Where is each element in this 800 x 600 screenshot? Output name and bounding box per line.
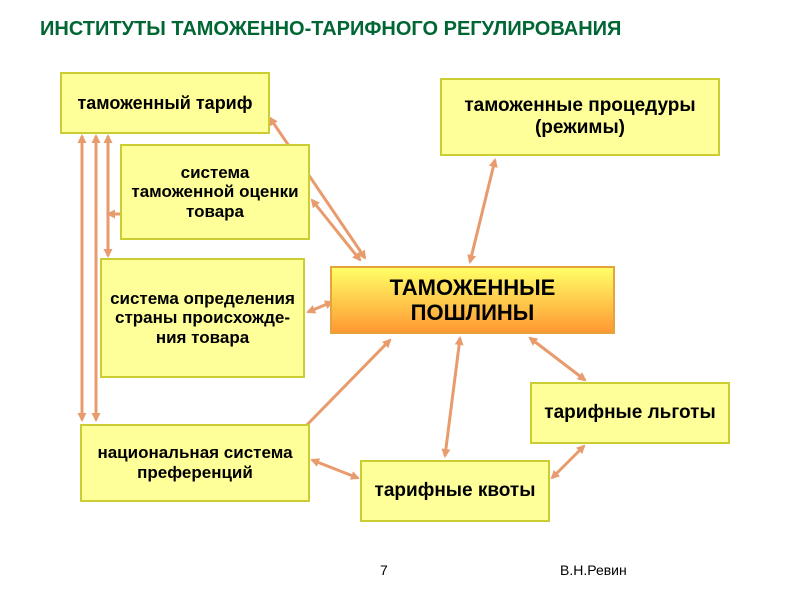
node-procedures: таможенные процедуры (режимы): [440, 78, 720, 156]
node-label: тарифные квоты: [375, 480, 536, 502]
author-label: В.Н.Ревин: [560, 562, 627, 578]
page-number: 7: [380, 562, 388, 578]
center-node-customs-duties: ТАМОЖЕННЫЕ ПОШЛИНЫ: [330, 266, 615, 334]
node-label: таможенные процедуры (режимы): [448, 95, 712, 139]
node-tariff: таможенный тариф: [60, 72, 270, 134]
node-label: система определения страны происхожде- н…: [108, 289, 297, 348]
node-label: тарифные льготы: [544, 402, 715, 424]
center-node-label: ТАМОЖЕННЫЕ ПОШЛИНЫ: [332, 275, 613, 326]
node-label: таможенный тариф: [77, 93, 252, 114]
node-valuation: система таможенной оценки товара: [120, 144, 310, 240]
node-label: национальная система преференций: [88, 443, 302, 482]
node-origin: система определения страны происхожде- н…: [100, 258, 305, 378]
node-label: система таможенной оценки товара: [128, 163, 302, 222]
node-quotas: тарифные квоты: [360, 460, 550, 522]
node-benefits: тарифные льготы: [530, 382, 730, 444]
diagram-title: ИНСТИТУТЫ ТАМОЖЕННО-ТАРИФНОГО РЕГУЛИРОВА…: [40, 18, 740, 41]
node-prefs: национальная система преференций: [80, 424, 310, 502]
